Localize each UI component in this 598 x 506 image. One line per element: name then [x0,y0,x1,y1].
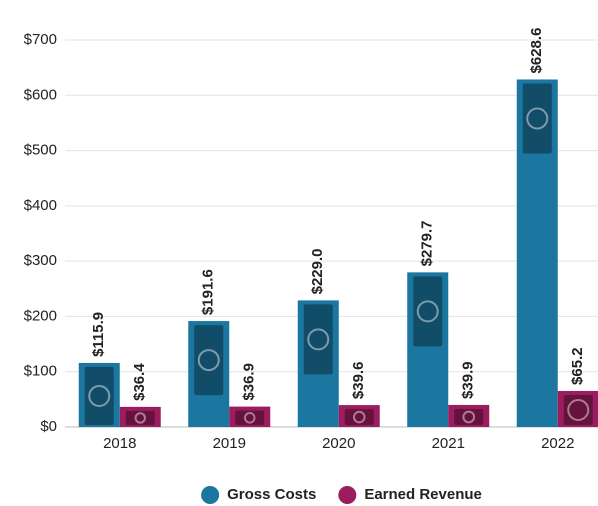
bill-icon [303,304,333,375]
legend-label: Gross Costs [227,486,316,503]
bill-icon-coin [526,107,549,130]
y-tick-label: $600 [24,86,57,103]
bar [407,272,449,427]
bill-icon [125,410,155,425]
bill-icon-coin [352,410,366,424]
x-tick-label: 2020 [322,435,355,452]
legend: Gross Costs Earned Revenue [201,486,482,504]
y-tick-label: $100 [24,363,57,380]
bill-icon [563,394,593,425]
bar [78,362,120,427]
value-label: $36.9 [241,363,258,401]
value-label: $191.6 [200,269,217,315]
bar [516,79,558,427]
y-tick-label: $300 [24,252,57,269]
bill-icon [235,410,265,425]
bill-icon [413,276,443,347]
legend-label: Earned Revenue [364,486,482,503]
y-tick-label: $0 [40,418,57,435]
bill-icon [194,325,224,396]
bar [338,405,380,427]
value-label: $36.4 [131,363,148,401]
bill-icon-coin [243,411,256,424]
bill-icon-coin [307,328,330,351]
value-label: $279.7 [419,220,436,266]
bar [229,406,271,427]
bill-icon-coin [416,300,439,323]
bill-icon-coin [462,410,476,424]
value-label: $39.6 [350,362,367,400]
x-tick-label: 2022 [541,435,574,452]
value-label: $628.6 [528,28,545,74]
x-tick-label: 2019 [213,435,246,452]
y-tick-label: $400 [24,197,57,214]
bar [188,321,230,427]
y-tick-label: $700 [24,31,57,48]
bar [448,404,490,427]
bill-icon [344,409,374,425]
bill-icon [454,408,484,425]
value-label: $65.2 [569,347,586,385]
x-tick-label: 2018 [103,435,136,452]
bill-icon-coin [197,349,220,372]
y-tick-label: $200 [24,307,57,324]
y-tick-label: $500 [24,142,57,159]
bill-icon-coin [88,384,111,407]
x-tick-label: 2021 [432,435,465,452]
value-label: $115.9 [90,312,107,357]
bill-icon-coin [134,412,146,424]
bar [557,390,598,427]
bill-icon [84,366,114,425]
bar [119,406,161,427]
bill-icon [522,83,552,154]
legend-swatch [338,486,357,504]
bill-icon-coin [567,398,590,421]
value-label: $229.0 [309,249,326,295]
legend-swatch [201,486,220,504]
value-label: $39.9 [460,361,477,399]
bar [297,300,339,427]
